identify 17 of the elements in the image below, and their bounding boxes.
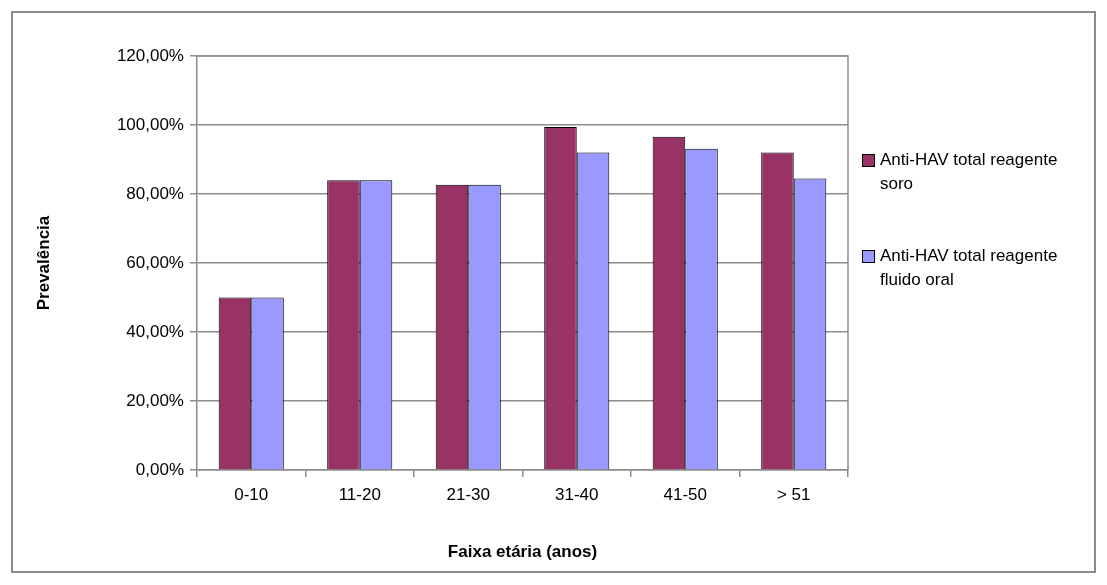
y-tick-label: 80,00%	[126, 183, 184, 203]
x-tick-label: 41-50	[663, 484, 707, 504]
y-tick-label: 0,00%	[135, 459, 184, 479]
x-tick-label: 0-10	[234, 484, 269, 504]
y-tick-label: 60,00%	[126, 252, 184, 272]
x-tick-label: 31-40	[555, 484, 599, 504]
y-tick-label: 100,00%	[116, 114, 184, 134]
y-axis-title: Prevalência	[33, 215, 53, 311]
legend-label: Anti-HAV total reagente soro	[880, 149, 1059, 195]
legend-label: Anti-HAV total reagente fluido oral	[880, 245, 1059, 291]
x-tick-label: 21-30	[446, 484, 490, 504]
y-tick-label: 120,00%	[116, 45, 184, 65]
y-tick-label: 40,00%	[126, 321, 184, 341]
x-tick-label: > 51	[776, 484, 811, 504]
y-tick-label: 20,00%	[126, 390, 184, 410]
x-tick-label: 11-20	[338, 484, 381, 504]
x-axis-title: Faixa etária (anos)	[447, 542, 598, 562]
